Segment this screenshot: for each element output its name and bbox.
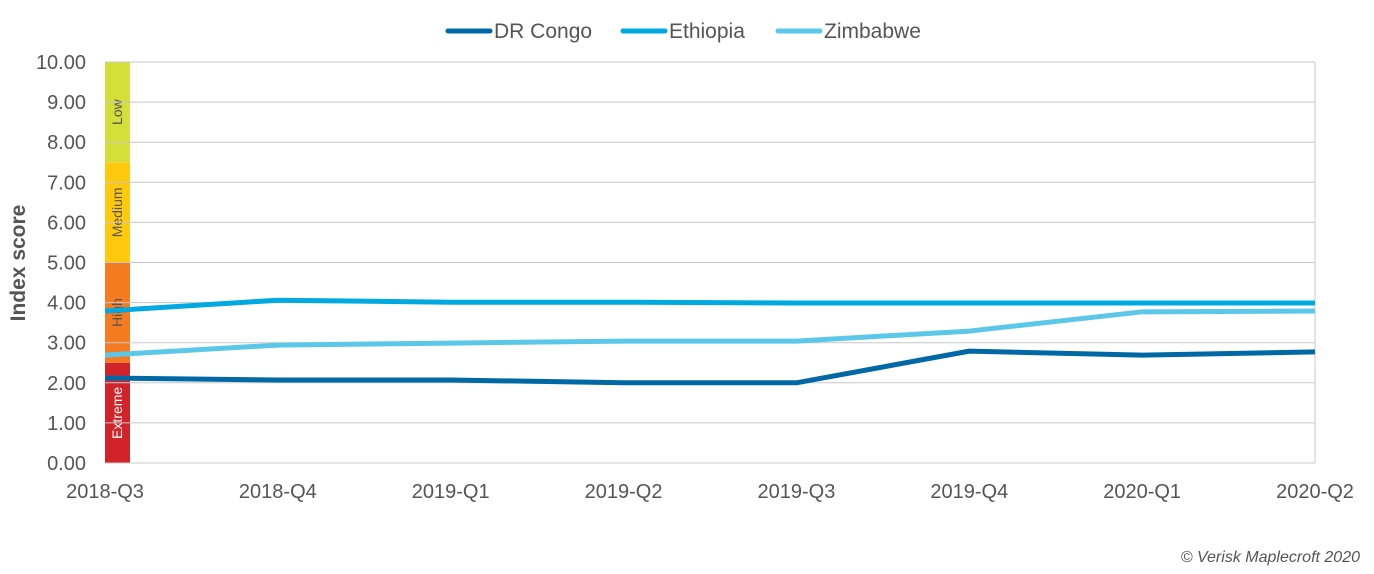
y-tick-label: 3.00 xyxy=(47,333,86,355)
risk-band-label: Extreme xyxy=(109,387,125,439)
series-line-ethiopia xyxy=(104,297,1315,314)
x-tick-label: 2019-Q4 xyxy=(930,481,1008,503)
y-tick-label: 2.00 xyxy=(47,373,86,395)
y-axis-label: Index score xyxy=(7,205,30,322)
x-tick-label: 2020-Q2 xyxy=(1276,481,1354,503)
y-tick-label: 1.00 xyxy=(47,413,86,435)
y-tick-label: 9.00 xyxy=(47,92,86,114)
y-tick-label: 4.00 xyxy=(47,293,86,315)
risk-band-medium xyxy=(105,162,130,263)
risk-band-low xyxy=(105,62,130,163)
x-tick-label: 2018-Q3 xyxy=(66,481,144,503)
y-tick-label: 6.00 xyxy=(47,212,86,234)
legend: DR Congo Ethiopia Zimbabwe xyxy=(445,20,921,43)
series-line-dr-congo xyxy=(104,348,1316,386)
x-tick-label: 2020-Q1 xyxy=(1103,481,1181,503)
legend-item: Zimbabwe xyxy=(775,20,921,43)
x-axis-ticks: 2018-Q3 2018-Q4 2019-Q1 2019-Q2 2019-Q3 2019-… xyxy=(66,481,1354,503)
legend-label: DR Congo xyxy=(494,20,592,43)
y-tick-label: 7.00 xyxy=(47,172,86,194)
x-tick-label: 2019-Q3 xyxy=(758,481,836,503)
y-tick-label: 10.00 xyxy=(36,52,86,74)
y-axis-ticks: 0.00 1.00 2.00 3.00 4.00 5.00 6.00 7.00 8.00 9.00… xyxy=(36,52,86,475)
legend-label: Zimbabwe xyxy=(824,20,921,43)
risk-band-label: Medium xyxy=(109,187,125,237)
copyright: © Verisk Maplecroft 2020 xyxy=(1181,549,1360,566)
y-tick-label: 8.00 xyxy=(47,132,86,154)
y-tick-label: 5.00 xyxy=(47,253,86,275)
y-tick-label: 0.00 xyxy=(47,453,86,475)
legend-label: Ethiopia xyxy=(669,20,745,43)
risk-band-label: Low xyxy=(109,98,125,125)
x-tick-label: 2019-Q1 xyxy=(412,481,490,503)
legend-item: Ethiopia xyxy=(620,20,745,43)
series-line-zimbabwe xyxy=(104,308,1316,358)
series-lines xyxy=(104,297,1316,386)
gridlines xyxy=(105,61,1316,464)
legend-item: DR Congo xyxy=(445,20,592,43)
x-tick-label: 2019-Q2 xyxy=(585,481,663,503)
x-tick-label: 2018-Q4 xyxy=(239,481,317,503)
